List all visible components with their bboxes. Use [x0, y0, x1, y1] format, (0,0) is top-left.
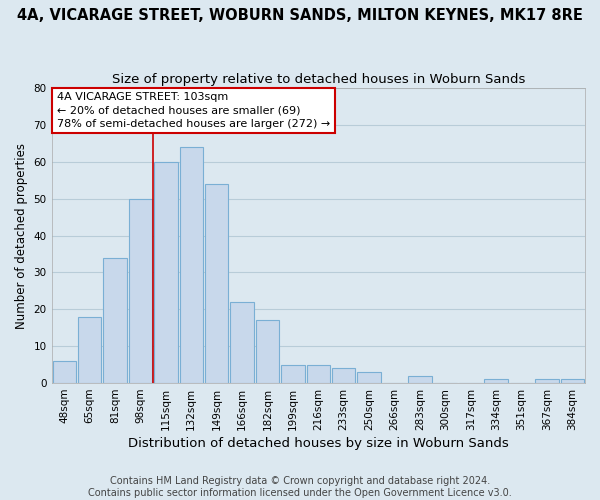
Title: Size of property relative to detached houses in Woburn Sands: Size of property relative to detached ho… [112, 72, 525, 86]
Bar [103, 258, 127, 383]
Bar [129, 198, 152, 383]
Text: 4A, VICARAGE STREET, WOBURN SANDS, MILTON KEYNES, MK17 8RE: 4A, VICARAGE STREET, WOBURN SANDS, MILTO… [17, 8, 583, 22]
Bar [78, 316, 101, 383]
Bar [408, 376, 431, 383]
Bar [205, 184, 229, 383]
Bar [154, 162, 178, 383]
X-axis label: Distribution of detached houses by size in Woburn Sands: Distribution of detached houses by size … [128, 437, 509, 450]
Text: Contains HM Land Registry data © Crown copyright and database right 2024.
Contai: Contains HM Land Registry data © Crown c… [88, 476, 512, 498]
Bar [53, 361, 76, 383]
Bar [256, 320, 279, 383]
Bar [358, 372, 381, 383]
Bar [484, 380, 508, 383]
Bar [307, 364, 330, 383]
Bar [535, 380, 559, 383]
Bar [281, 364, 305, 383]
Bar [332, 368, 355, 383]
Bar [560, 380, 584, 383]
Y-axis label: Number of detached properties: Number of detached properties [15, 142, 28, 328]
Bar [179, 147, 203, 383]
Bar [230, 302, 254, 383]
Text: 4A VICARAGE STREET: 103sqm
← 20% of detached houses are smaller (69)
78% of semi: 4A VICARAGE STREET: 103sqm ← 20% of deta… [57, 92, 330, 129]
